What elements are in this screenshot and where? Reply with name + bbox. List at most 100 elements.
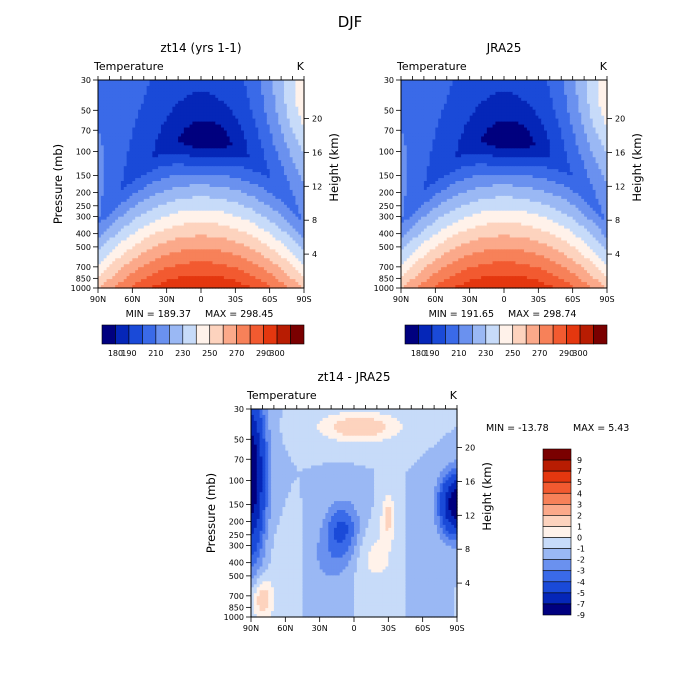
heatmap-cell <box>281 243 285 247</box>
heatmap-cell <box>132 240 136 245</box>
heatmap-cell <box>261 106 265 111</box>
heatmap-cell <box>255 91 259 96</box>
heatmap-cell <box>238 243 242 247</box>
heatmap-cell <box>272 124 276 129</box>
heatmap-cell <box>201 207 205 212</box>
heatmap-cell <box>269 237 274 242</box>
heatmap-cell <box>189 133 194 138</box>
heatmap-cell <box>206 145 211 149</box>
heatmap-cell <box>272 237 276 242</box>
heatmap-cell <box>206 88 211 93</box>
heatmap-cell <box>163 252 168 256</box>
heatmap-cell <box>292 258 297 262</box>
heatmap-cell <box>246 163 251 167</box>
heatmap-cell <box>238 160 242 164</box>
heatmap-cell <box>295 178 299 182</box>
heatmap-cell <box>198 252 202 256</box>
heatmap-cell <box>152 210 156 215</box>
heatmap-cell <box>301 279 305 283</box>
heatmap-cell <box>221 163 225 167</box>
heatmap-cell <box>192 142 196 146</box>
heatmap-cell <box>275 264 279 268</box>
heatmap-cell <box>269 270 274 274</box>
heatmap-cell <box>106 276 111 280</box>
heatmap-cell <box>160 222 165 227</box>
heatmap-cell <box>283 130 288 135</box>
heatmap-cell <box>146 133 151 138</box>
heatmap-cell <box>286 184 291 188</box>
heatmap-cell <box>178 261 182 265</box>
heatmap-cell <box>106 279 111 283</box>
heatmap-cell <box>183 142 188 146</box>
heatmap-cell <box>203 94 208 99</box>
heatmap-cell <box>241 213 245 218</box>
heatmap-cell <box>269 115 274 120</box>
heatmap-cell <box>138 172 142 176</box>
heatmap-cell <box>269 228 274 233</box>
heatmap-cell <box>275 207 279 212</box>
heatmap-cell <box>169 267 173 271</box>
heatmap-cell <box>195 270 199 274</box>
heatmap-cell <box>115 166 119 170</box>
heatmap-cell <box>226 222 231 227</box>
heatmap-cell <box>180 249 185 253</box>
heatmap-cell <box>172 163 176 167</box>
heatmap-cell <box>103 115 108 120</box>
heatmap-cell <box>109 160 113 164</box>
heatmap-cell <box>175 240 179 245</box>
heatmap-cell <box>143 88 148 93</box>
heatmap-cell <box>115 210 119 215</box>
heatmap-cell <box>172 279 176 283</box>
heatmap-cell <box>255 201 259 206</box>
heatmap-cell <box>286 189 291 194</box>
heatmap-cell <box>183 279 188 283</box>
heatmap-cell <box>135 160 139 164</box>
heatmap-cell <box>269 252 274 256</box>
heatmap-cell <box>209 94 214 99</box>
heatmap-cell <box>298 178 302 182</box>
heatmap-cell <box>180 181 185 185</box>
heatmap-cell <box>232 115 236 120</box>
heatmap-cell <box>238 198 242 203</box>
heatmap-cell <box>135 279 139 283</box>
heatmap-cell <box>143 237 148 242</box>
heatmap-cell <box>195 279 199 283</box>
heatmap-cell <box>149 160 153 164</box>
heatmap-cell <box>178 189 182 194</box>
heatmap-cell <box>118 145 122 149</box>
heatmap-cell <box>98 124 102 129</box>
heatmap-cell <box>241 97 245 102</box>
heatmap-cell <box>195 240 199 245</box>
heatmap-cell <box>143 195 148 200</box>
heatmap-cell <box>146 106 151 111</box>
heatmap-cell <box>172 234 176 239</box>
heatmap-cell <box>152 142 156 146</box>
heatmap-cell <box>235 112 239 117</box>
heatmap-cell <box>112 189 116 194</box>
heatmap-cell <box>255 237 259 242</box>
heatmap-cell <box>178 103 182 108</box>
heatmap-cell <box>209 112 214 117</box>
heatmap-cell <box>106 151 111 155</box>
heatmap-cell <box>120 240 125 245</box>
heatmap-cell <box>218 166 222 170</box>
heatmap-cell <box>140 166 145 170</box>
heatmap-cell <box>266 80 271 84</box>
heatmap-cell <box>201 142 205 146</box>
heatmap-cell <box>132 136 136 141</box>
heatmap-cell <box>246 273 251 277</box>
heatmap-cell <box>292 151 297 155</box>
heatmap-cell <box>269 80 274 84</box>
heatmap-cell <box>218 151 222 155</box>
heatmap-cell <box>292 169 297 173</box>
heatmap-cell <box>295 181 299 185</box>
heatmap-cell <box>155 237 159 242</box>
heatmap-cell <box>180 210 185 215</box>
heatmap-cell <box>209 160 214 164</box>
heatmap-cell <box>132 160 136 164</box>
heatmap-cell <box>289 166 294 170</box>
heatmap-cell <box>198 246 202 250</box>
heatmap-cell <box>203 106 208 111</box>
heatmap-cell <box>123 151 128 155</box>
